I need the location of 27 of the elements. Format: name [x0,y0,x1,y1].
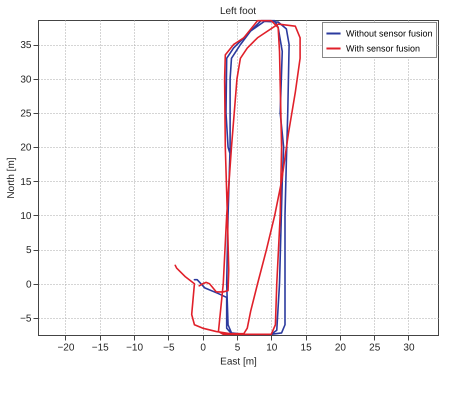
legend-label: Without sensor fusion [346,28,433,38]
x-tick-label: 5 [234,342,241,354]
x-tick-label: −20 [57,342,75,354]
y-tick-label: 0 [26,279,32,290]
line-series [174,20,301,336]
x-tick-label: 15 [300,342,312,354]
x-tick-label: −10 [126,342,144,354]
y-tick-label: 15 [20,176,32,188]
x-axis-title: East [m] [220,356,258,368]
y-tick-label: 20 [20,142,32,154]
y-tick-label: 10 [20,210,32,222]
y-tick-label: 25 [20,108,32,120]
x-tick-label: 10 [266,342,278,354]
y-tick-label: 30 [20,74,32,86]
legend-label: With sensor fusion [346,44,420,54]
x-tick-label: 0 [200,342,206,354]
chart-title: Left foot [220,6,256,17]
x-tick-label: 30 [403,342,415,354]
x-tick-label: 20 [334,342,346,354]
x-tick-label: −5 [163,342,175,354]
y-tick-label: 35 [20,40,32,52]
x-tick-label: −15 [92,342,110,354]
x-tick-label: 25 [369,342,381,354]
y-axis-title: North [m] [6,157,18,199]
y-tick-label: −5 [20,313,32,324]
line-series [194,20,290,336]
y-tick-label: 5 [26,245,32,256]
